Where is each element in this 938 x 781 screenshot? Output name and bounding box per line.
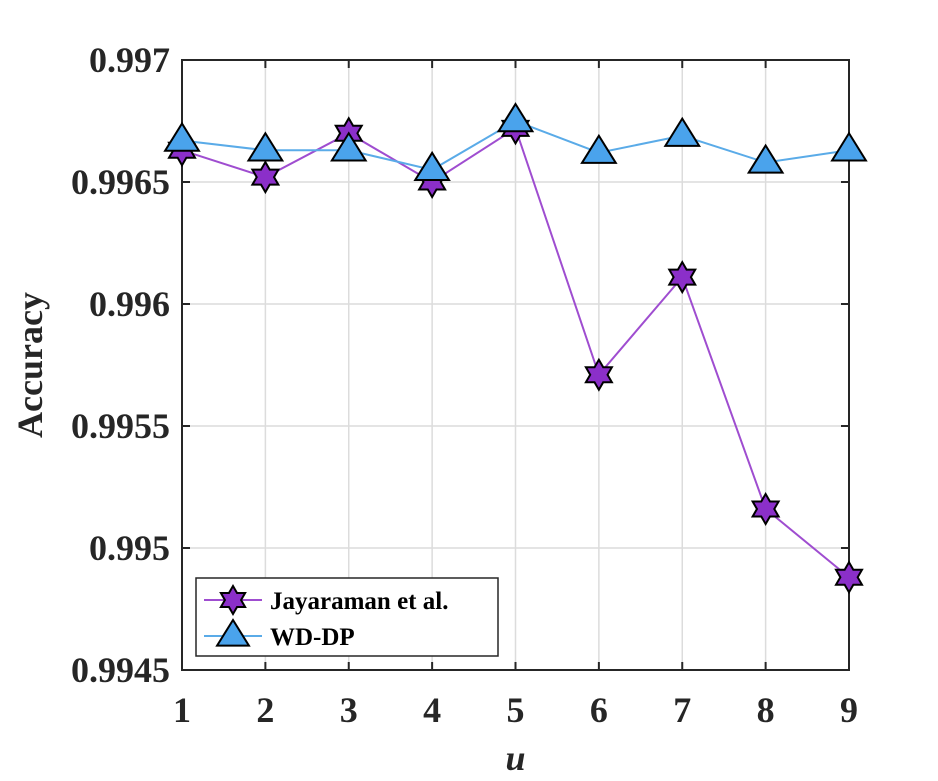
data-point-star [834, 560, 864, 595]
y-axis-label: Accuracy [10, 292, 50, 438]
x-tick-label: 7 [673, 690, 691, 730]
data-point-triangle [163, 121, 201, 152]
x-tick-label: 1 [173, 690, 191, 730]
data-point-star [667, 260, 697, 295]
series-2 [163, 102, 868, 181]
legend-triangle-marker [215, 618, 251, 647]
data-point-triangle [413, 150, 451, 181]
x-tick-labels: 1 2 3 4 5 6 7 8 9 [173, 690, 858, 730]
y-tick-label: 0.996 [89, 284, 170, 324]
y-tick-label: 0.9945 [71, 650, 170, 690]
data-point-triangle [496, 102, 535, 133]
x-tick-label: 3 [340, 690, 358, 730]
x-tick-label: 2 [256, 690, 274, 730]
x-tick-label: 6 [590, 690, 608, 730]
data-point-triangle [330, 131, 368, 162]
series-layer [163, 102, 868, 595]
data-point-triangle [746, 143, 785, 174]
data-point-triangle [246, 131, 285, 162]
legend-item: WD-DP [204, 618, 355, 651]
data-point-triangle [580, 133, 618, 164]
data-point-star [750, 491, 781, 526]
y-tick-label: 0.9965 [71, 162, 170, 202]
data-point-triangle [830, 131, 868, 162]
x-tick-label: 5 [507, 690, 525, 730]
legend-star-marker [219, 583, 247, 617]
legend-label: Jayaraman et al. [270, 588, 448, 615]
y-tick-label: 0.995 [89, 528, 170, 568]
y-tick-labels: 0.9945 0.995 0.9955 0.996 0.9965 0.997 [71, 40, 170, 690]
x-axis-label: u [505, 738, 525, 778]
legend-item: Jayaraman et al. [204, 583, 448, 617]
x-tick-label: 9 [840, 690, 858, 730]
legend: Jayaraman et al. WD-DP [195, 577, 499, 657]
y-tick-label: 0.997 [89, 40, 170, 80]
data-point-triangle [663, 116, 701, 147]
data-point-star [250, 160, 281, 195]
legend-label: WD-DP [270, 624, 355, 651]
y-tick-label: 0.9955 [71, 406, 170, 446]
axis-ticks [181, 59, 850, 671]
x-tick-label: 4 [423, 690, 441, 730]
x-tick-label: 8 [757, 690, 775, 730]
data-point-star [584, 357, 614, 392]
